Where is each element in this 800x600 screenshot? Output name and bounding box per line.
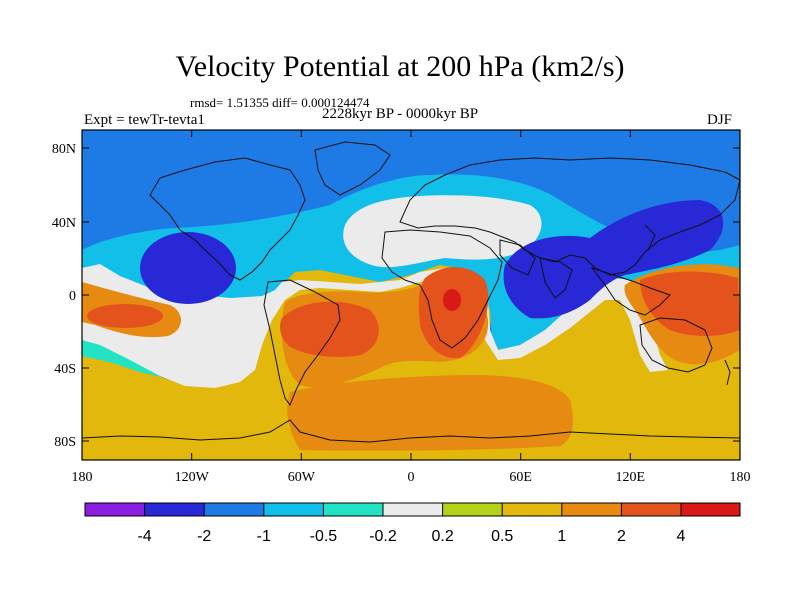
lon-label-180e: 180 [730, 470, 751, 485]
colorbar-label-10: 4 [677, 528, 686, 545]
coast-south-america [263, 279, 341, 407]
colorbar-outline [84, 502, 741, 517]
field-redorange-wpacific [640, 271, 740, 336]
colorbar-label-5: -0.2 [369, 528, 397, 545]
field-redorange-samerica [280, 301, 379, 357]
colorbar-box-5 [323, 503, 383, 516]
lon-label-120w: 120W [175, 470, 210, 485]
coast-europe-asia [399, 157, 740, 276]
colorbar-box-7 [442, 503, 503, 516]
colorbar-box-3 [204, 503, 264, 516]
field-neutral-band [82, 264, 668, 388]
colorbar-box-11 [681, 503, 740, 516]
colorbar-label-6: 0.2 [431, 528, 453, 545]
chart-title: Velocity Potential at 200 hPa (km2/s) [175, 50, 625, 83]
coast-north-america [149, 157, 306, 281]
coast-africa [381, 229, 503, 349]
field-redorange-africa [418, 266, 489, 359]
stats-subtitle: rmsd= 1.51355 diff= 0.000124474 [190, 95, 370, 110]
colorbar-box-4 [263, 503, 324, 516]
lon-label-60e: 60E [509, 470, 532, 485]
colorbar-label-7: 0.5 [491, 528, 513, 545]
coast-arabia-india [499, 239, 573, 299]
colorbar: -4 -2 -1 -0.5 -0.2 0.2 0.5 1 2 4 [84, 502, 741, 545]
lat-label-80s: 80S [54, 435, 76, 450]
lon-label-0: 0 [408, 470, 415, 485]
colorbar-label-8: 1 [557, 528, 566, 545]
field-deepblue-asia [503, 200, 724, 319]
season-label: DJF [707, 112, 733, 128]
coast-new-zealand [724, 359, 731, 386]
coast-antarctica [82, 419, 740, 443]
lat-ticks [82, 147, 740, 442]
period-subtitle: 2228kyr BP - 0000kyr BP [322, 106, 479, 122]
experiment-label: Expt = tewTr-tevta1 [84, 112, 205, 128]
lon-label-60w: 60W [288, 470, 316, 485]
lon-label-120e: 120E [616, 470, 646, 485]
coast-southeast-asia [590, 267, 671, 316]
colorbar-box-1 [85, 503, 145, 516]
colorbar-box-6 [383, 503, 443, 516]
field-lightblue-band [82, 174, 740, 380]
colorbar-box-10 [621, 503, 681, 516]
field-orange-south [287, 375, 573, 451]
field-neutral-north-africa [343, 195, 542, 268]
coast-australia [639, 317, 713, 373]
colorbar-box-2 [144, 503, 205, 516]
colorbar-label-2: -2 [197, 528, 211, 545]
colorbar-box-8 [502, 503, 562, 516]
colorbar-label-1: -4 [137, 528, 151, 545]
field-deepblue-pacific [140, 232, 236, 304]
velocity-potential-field [82, 130, 740, 460]
colorbar-box-9 [561, 503, 622, 516]
field-red-africa-core [443, 289, 461, 311]
colorbar-label-3: -1 [257, 528, 271, 545]
lon-ticks [81, 130, 741, 460]
lat-label-0: 0 [69, 289, 76, 304]
field-redorange-epacific [87, 304, 163, 328]
colorbar-label-9: 2 [617, 528, 626, 545]
colorbar-label-4: -0.5 [310, 528, 338, 545]
lon-label-180w: 180 [72, 470, 93, 485]
lat-label-40n: 40N [52, 216, 76, 231]
lat-label-80n: 80N [52, 142, 76, 157]
coast-greenland [314, 141, 391, 196]
coast-japan [644, 224, 656, 251]
lat-label-40s: 40S [54, 362, 76, 377]
coastlines [82, 141, 740, 443]
